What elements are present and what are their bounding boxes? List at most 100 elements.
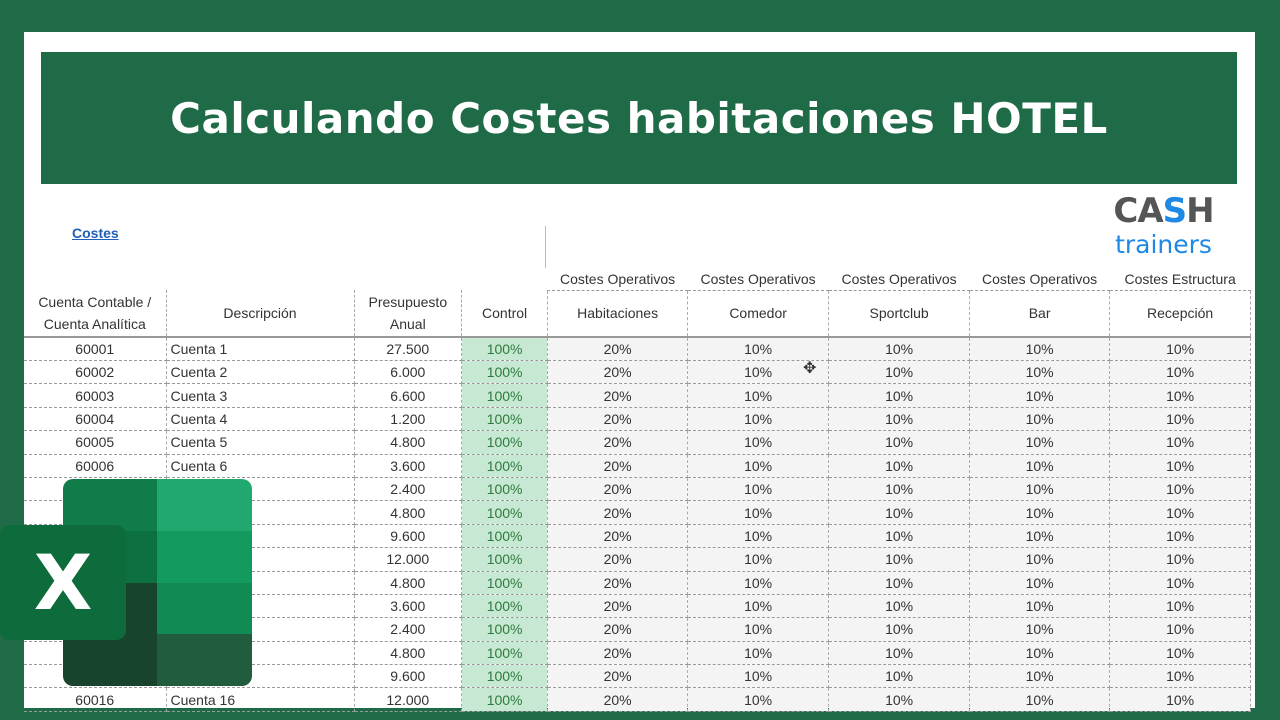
cell-percentage[interactable]: 20%: [547, 664, 689, 689]
cell-control[interactable]: 100%: [461, 500, 549, 525]
cell-percentage[interactable]: 10%: [687, 594, 830, 619]
cell-percentage[interactable]: 10%: [828, 500, 971, 525]
cell-percentage[interactable]: 10%: [828, 641, 971, 666]
cell-percentage[interactable]: 20%: [547, 594, 689, 619]
cell-presupuesto[interactable]: 9.600: [354, 664, 463, 689]
cell-control[interactable]: 100%: [461, 617, 549, 642]
cell-presupuesto[interactable]: 6.600: [354, 383, 463, 408]
cell-presupuesto[interactable]: 2.400: [354, 617, 463, 642]
cell-percentage[interactable]: 10%: [687, 664, 830, 689]
cell-percentage[interactable]: 10%: [828, 407, 971, 432]
cell-percentage[interactable]: 10%: [969, 337, 1111, 361]
cell-percentage[interactable]: 20%: [547, 383, 689, 408]
cell-percentage[interactable]: 10%: [969, 430, 1111, 455]
cell-presupuesto[interactable]: 6.000: [354, 360, 463, 385]
cell-percentage[interactable]: 10%: [1109, 687, 1252, 712]
cell-cuenta[interactable]: 60002: [24, 360, 167, 385]
cell-percentage[interactable]: 10%: [1109, 360, 1252, 385]
cell-percentage[interactable]: 10%: [828, 477, 971, 502]
cell-control[interactable]: 100%: [461, 594, 549, 619]
cell-percentage[interactable]: 10%: [828, 337, 971, 361]
cell-control[interactable]: 100%: [461, 641, 549, 666]
cell-presupuesto[interactable]: 4.800: [354, 430, 463, 455]
cell-percentage[interactable]: 10%: [828, 664, 971, 689]
cell-percentage[interactable]: 10%: [687, 524, 830, 549]
cell-percentage[interactable]: 20%: [547, 641, 689, 666]
cell-percentage[interactable]: 10%: [687, 383, 830, 408]
cell-descripcion[interactable]: Cuenta 2: [166, 360, 355, 385]
cell-presupuesto[interactable]: 3.600: [354, 454, 463, 478]
cell-percentage[interactable]: 20%: [547, 454, 689, 478]
cell-percentage[interactable]: 10%: [1109, 641, 1252, 666]
cell-control[interactable]: 100%: [461, 360, 549, 385]
cell-percentage[interactable]: 10%: [687, 547, 830, 572]
cell-percentage[interactable]: 10%: [1109, 664, 1252, 689]
cell-percentage[interactable]: 20%: [547, 571, 689, 595]
cell-percentage[interactable]: 10%: [687, 500, 830, 525]
cell-presupuesto[interactable]: 4.800: [354, 641, 463, 666]
cell-percentage[interactable]: 10%: [687, 641, 830, 666]
cell-percentage[interactable]: 10%: [969, 477, 1111, 502]
cell-presupuesto[interactable]: 9.600: [354, 524, 463, 549]
cell-control[interactable]: 100%: [461, 664, 549, 689]
cell-cuenta[interactable]: 60003: [24, 383, 167, 408]
cell-control[interactable]: 100%: [461, 454, 549, 478]
costes-link[interactable]: Costes: [72, 225, 119, 241]
cell-cuenta[interactable]: 60004: [24, 407, 167, 432]
cell-percentage[interactable]: 10%: [828, 430, 971, 455]
cell-presupuesto[interactable]: 3.600: [354, 594, 463, 619]
cell-percentage[interactable]: 10%: [969, 454, 1111, 478]
cell-percentage[interactable]: 10%: [969, 547, 1111, 572]
cell-percentage[interactable]: 10%: [687, 477, 830, 502]
cell-percentage[interactable]: 10%: [687, 360, 830, 385]
cell-percentage[interactable]: 10%: [828, 571, 971, 595]
cell-percentage[interactable]: 10%: [1109, 430, 1252, 455]
cell-percentage[interactable]: 20%: [547, 617, 689, 642]
cell-percentage[interactable]: 10%: [969, 687, 1111, 712]
cell-percentage[interactable]: 10%: [1109, 571, 1252, 595]
cell-percentage[interactable]: 10%: [1109, 337, 1252, 361]
cell-percentage[interactable]: 10%: [1109, 594, 1252, 619]
cell-presupuesto[interactable]: 1.200: [354, 407, 463, 432]
cell-percentage[interactable]: 10%: [1109, 547, 1252, 572]
cell-percentage[interactable]: 10%: [687, 430, 830, 455]
cell-cuenta[interactable]: 60005: [24, 430, 167, 455]
cell-percentage[interactable]: 10%: [687, 617, 830, 642]
cell-descripcion[interactable]: Cuenta 3: [166, 383, 355, 408]
cell-percentage[interactable]: 10%: [1109, 477, 1252, 502]
cell-percentage[interactable]: 10%: [828, 547, 971, 572]
cell-control[interactable]: 100%: [461, 571, 549, 595]
cell-control[interactable]: 100%: [461, 477, 549, 502]
cell-percentage[interactable]: 20%: [547, 500, 689, 525]
cell-percentage[interactable]: 20%: [547, 407, 689, 432]
cell-presupuesto[interactable]: 4.800: [354, 500, 463, 525]
cell-percentage[interactable]: 10%: [969, 383, 1111, 408]
cell-percentage[interactable]: 10%: [828, 454, 971, 478]
cell-descripcion[interactable]: Cuenta 5: [166, 430, 355, 455]
cell-percentage[interactable]: 10%: [828, 360, 971, 385]
cell-percentage[interactable]: 20%: [547, 524, 689, 549]
cell-percentage[interactable]: 10%: [687, 407, 830, 432]
cell-descripcion[interactable]: Cuenta 4: [166, 407, 355, 432]
cell-percentage[interactable]: 10%: [828, 594, 971, 619]
cell-percentage[interactable]: 10%: [687, 687, 830, 712]
cell-percentage[interactable]: 20%: [547, 360, 689, 385]
cell-percentage[interactable]: 10%: [969, 360, 1111, 385]
cell-descripcion[interactable]: Cuenta 1: [166, 337, 355, 361]
cell-control[interactable]: 100%: [461, 547, 549, 572]
cell-percentage[interactable]: 10%: [969, 664, 1111, 689]
cell-percentage[interactable]: 10%: [969, 641, 1111, 666]
cell-percentage[interactable]: 10%: [1109, 524, 1252, 549]
cell-percentage[interactable]: 10%: [687, 571, 830, 595]
cell-presupuesto[interactable]: 12.000: [354, 547, 463, 572]
cell-percentage[interactable]: 10%: [1109, 454, 1252, 478]
cell-percentage[interactable]: 10%: [969, 500, 1111, 525]
cell-presupuesto[interactable]: 27.500: [354, 337, 463, 361]
cell-percentage[interactable]: 10%: [828, 687, 971, 712]
cell-control[interactable]: 100%: [461, 407, 549, 432]
cell-control[interactable]: 100%: [461, 524, 549, 549]
cell-percentage[interactable]: 10%: [969, 617, 1111, 642]
cell-percentage[interactable]: 10%: [828, 617, 971, 642]
cell-percentage[interactable]: 10%: [969, 524, 1111, 549]
cell-control[interactable]: 100%: [461, 687, 549, 712]
